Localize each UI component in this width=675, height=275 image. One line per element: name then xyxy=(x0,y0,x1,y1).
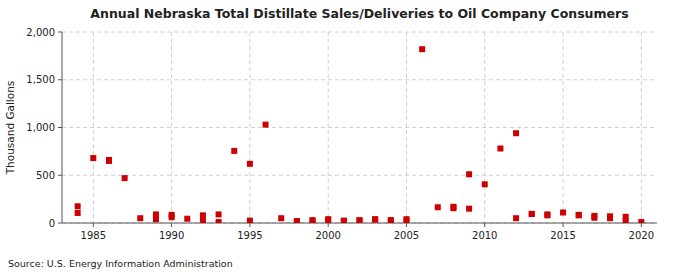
tick xyxy=(406,223,407,227)
tick xyxy=(171,223,172,227)
point xyxy=(231,148,237,154)
grid-line xyxy=(62,32,657,33)
title: Annual Nebraska Total Distillate Sales/D… xyxy=(90,6,628,21)
y-axis-label: Thousand Gallons xyxy=(4,81,16,176)
tick-label: 0 xyxy=(49,218,55,229)
grid-line xyxy=(484,32,485,223)
point xyxy=(591,215,597,221)
point xyxy=(153,211,159,217)
point xyxy=(450,204,456,210)
point xyxy=(169,212,175,218)
tick xyxy=(93,223,94,227)
point xyxy=(310,218,316,223)
point xyxy=(623,218,629,223)
source-note: Source: U.S. Energy Information Administ… xyxy=(8,258,233,269)
point xyxy=(263,122,269,128)
point xyxy=(513,215,519,221)
point xyxy=(75,203,81,209)
tick xyxy=(58,127,62,128)
point xyxy=(544,211,550,217)
tick-label: 1990 xyxy=(159,230,184,241)
tick xyxy=(641,223,642,227)
point xyxy=(388,218,394,223)
point xyxy=(466,171,472,177)
point xyxy=(216,211,222,217)
tick-label: 2000 xyxy=(315,230,340,241)
point xyxy=(497,146,503,152)
tick-label: 2005 xyxy=(394,230,419,241)
point xyxy=(90,155,96,161)
point xyxy=(341,218,347,223)
point xyxy=(122,175,128,181)
tick xyxy=(58,32,62,33)
points xyxy=(75,46,645,223)
tick xyxy=(58,223,62,224)
tick xyxy=(249,223,250,227)
grid-line xyxy=(328,32,329,223)
point xyxy=(106,158,112,164)
tick xyxy=(563,223,564,227)
point xyxy=(419,46,425,52)
point xyxy=(247,161,253,167)
grid-line xyxy=(62,127,657,128)
point xyxy=(435,204,441,210)
point xyxy=(576,212,582,218)
point xyxy=(576,212,582,218)
point xyxy=(357,217,363,223)
point xyxy=(106,157,112,163)
grid-line xyxy=(62,175,657,176)
grid-line xyxy=(62,79,657,80)
chart: Annual Nebraska Total Distillate Sales/D… xyxy=(0,0,675,275)
grid-line xyxy=(249,32,250,223)
tick-label: 2,000 xyxy=(26,27,55,38)
point xyxy=(544,212,550,218)
grid-line xyxy=(563,32,564,223)
point xyxy=(513,130,519,136)
grid-line xyxy=(93,32,94,223)
point xyxy=(341,218,347,223)
y-axis-line xyxy=(62,32,63,223)
point xyxy=(278,215,284,221)
point xyxy=(388,217,394,223)
grid xyxy=(62,32,657,223)
point xyxy=(466,206,472,212)
tick-label: 1985 xyxy=(81,230,106,241)
point xyxy=(560,209,566,215)
tick xyxy=(58,79,62,80)
point xyxy=(294,218,300,223)
grid-line xyxy=(406,32,407,223)
point xyxy=(184,216,190,222)
point xyxy=(372,216,378,222)
axes: 0 500 1,000 1,500 2,000 1985 1990 1995 2000 2005 2… xyxy=(26,27,657,242)
point xyxy=(607,215,613,221)
tick xyxy=(484,223,485,227)
point xyxy=(638,219,644,223)
point xyxy=(403,216,409,222)
point xyxy=(482,181,488,187)
point xyxy=(357,218,363,223)
tick xyxy=(58,175,62,176)
tick-label: 2020 xyxy=(629,230,654,241)
point xyxy=(137,215,143,221)
point xyxy=(372,217,378,223)
tick-label: 1,500 xyxy=(26,74,55,85)
point xyxy=(310,217,316,223)
tick xyxy=(328,223,329,227)
tick-label: 2015 xyxy=(550,230,575,241)
point xyxy=(216,219,222,223)
grid-line xyxy=(641,32,642,223)
tick-label: 1995 xyxy=(237,230,262,241)
tick-label: 500 xyxy=(36,170,55,181)
tick-label: 2010 xyxy=(472,230,497,241)
point xyxy=(247,218,253,223)
tick-label: 1,000 xyxy=(26,122,55,133)
point xyxy=(75,210,81,216)
point xyxy=(200,212,206,218)
point xyxy=(325,217,331,223)
point xyxy=(529,211,535,217)
grid-line xyxy=(171,32,172,223)
point xyxy=(294,219,300,223)
point xyxy=(529,211,535,217)
point xyxy=(325,216,331,222)
